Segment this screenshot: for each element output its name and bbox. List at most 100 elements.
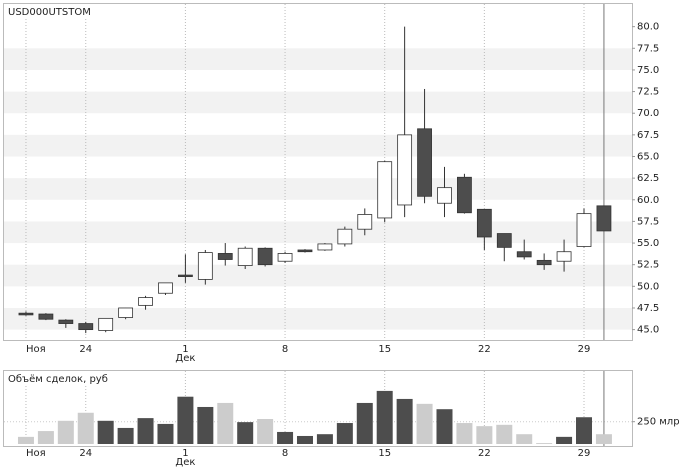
y-tick-label: 52.5 bbox=[637, 260, 659, 271]
y-tick-label: 250 млрд bbox=[637, 417, 680, 428]
candle-body bbox=[437, 187, 452, 204]
candle-body bbox=[18, 312, 34, 316]
volume-bar bbox=[396, 398, 413, 444]
candle-body bbox=[496, 233, 512, 248]
candle-body bbox=[297, 249, 313, 253]
x-month-label: Дек bbox=[175, 353, 195, 364]
panel-title: Объём сделок, руб bbox=[8, 374, 108, 385]
candle-body bbox=[417, 128, 432, 197]
volume-bar bbox=[277, 431, 294, 444]
candle-body bbox=[277, 253, 293, 262]
x-tick-label: 22 bbox=[478, 344, 491, 355]
candle-body bbox=[237, 247, 253, 266]
x-tick-label: 8 bbox=[282, 344, 288, 355]
x-tick-label: 29 bbox=[578, 448, 591, 459]
candle-body bbox=[556, 251, 572, 262]
volume-bar bbox=[296, 435, 313, 444]
grid-band bbox=[4, 91, 632, 114]
volume-bar bbox=[97, 420, 114, 444]
candle-body bbox=[138, 297, 153, 306]
volume-bar bbox=[556, 436, 573, 444]
grid-band bbox=[4, 307, 632, 330]
title-box bbox=[4, 371, 88, 386]
volume-bar bbox=[536, 443, 553, 444]
candle-body bbox=[317, 243, 333, 251]
volume-bar bbox=[117, 427, 134, 444]
y-tick-label: 62.5 bbox=[637, 173, 659, 184]
volume-bar bbox=[137, 418, 154, 444]
volume-bar bbox=[595, 434, 612, 444]
candle-body bbox=[178, 274, 193, 277]
candle-body bbox=[158, 282, 173, 294]
candle-body bbox=[78, 323, 94, 331]
y-tick-label: 60.0 bbox=[637, 195, 659, 206]
volume-bar bbox=[177, 396, 194, 444]
candle-body bbox=[257, 247, 273, 266]
x-tick-label: 8 bbox=[282, 448, 288, 459]
volume-bar bbox=[257, 419, 274, 444]
volume-bar bbox=[356, 402, 373, 444]
y-tick-label: 57.5 bbox=[637, 216, 659, 227]
grid-band bbox=[4, 48, 632, 70]
candle-body bbox=[457, 176, 472, 214]
candle-body bbox=[337, 228, 353, 245]
volume-bar bbox=[157, 423, 174, 444]
candle-body bbox=[98, 317, 114, 331]
grid-band bbox=[4, 221, 632, 244]
volume-bar bbox=[516, 434, 533, 444]
y-tick-label: 67.5 bbox=[637, 130, 659, 141]
y-tick-label: 50.0 bbox=[637, 281, 659, 292]
candle-body bbox=[58, 319, 74, 324]
x-tick-label: 24 bbox=[79, 344, 92, 355]
volume-bar bbox=[436, 409, 453, 444]
y-tick-label: 70.0 bbox=[637, 108, 659, 119]
y-tick-label: 55.0 bbox=[637, 238, 659, 249]
volume-bar bbox=[316, 434, 333, 444]
y-tick-label: 45.0 bbox=[637, 325, 659, 336]
candle-body bbox=[516, 251, 532, 258]
title-box bbox=[4, 4, 88, 19]
volume-bar bbox=[57, 420, 74, 444]
y-tick-label: 72.5 bbox=[637, 87, 659, 98]
volume-bar bbox=[336, 423, 353, 444]
candle-body bbox=[476, 208, 492, 238]
x-tick-label: 1 bbox=[182, 448, 188, 459]
grid-band bbox=[4, 264, 632, 287]
volume-bar bbox=[77, 412, 94, 444]
volume-bar bbox=[37, 431, 54, 444]
volume-bar bbox=[576, 417, 593, 444]
y-tick-label: 65.0 bbox=[637, 151, 659, 162]
y-tick-label: 77.5 bbox=[637, 43, 659, 54]
candle-body bbox=[217, 253, 233, 260]
volume-bar bbox=[237, 422, 254, 444]
candle-body bbox=[38, 313, 54, 320]
candle-body bbox=[397, 134, 413, 206]
x-tick-label: 1 bbox=[182, 344, 188, 355]
volume-bar bbox=[416, 403, 433, 444]
candle-body bbox=[596, 205, 612, 232]
candle-body bbox=[377, 161, 393, 219]
volume-bar bbox=[197, 406, 214, 444]
y-tick-label: 75.0 bbox=[637, 65, 659, 76]
volume-bar bbox=[456, 423, 473, 444]
volume-bar bbox=[376, 390, 393, 444]
x-month-label: Дек bbox=[175, 457, 195, 468]
panel-title: USD000UTSTOM bbox=[8, 7, 91, 18]
y-tick-label: 47.5 bbox=[637, 303, 659, 314]
grid-band bbox=[4, 178, 632, 200]
grid-band bbox=[4, 134, 632, 157]
x-tick-label: 15 bbox=[378, 344, 391, 355]
volume-bar bbox=[217, 402, 234, 444]
candle-body bbox=[118, 307, 134, 318]
volume-bar bbox=[17, 436, 34, 444]
x-tick-label: Ноя bbox=[26, 448, 46, 459]
candle-body bbox=[197, 252, 213, 280]
x-tick-label: Ноя bbox=[26, 344, 46, 355]
x-tick-label: 29 bbox=[578, 344, 591, 355]
volume-bar bbox=[496, 424, 513, 444]
candle-body bbox=[536, 259, 552, 266]
y-tick-label: 80.0 bbox=[637, 22, 659, 33]
candle-body bbox=[357, 214, 373, 230]
volume-bar bbox=[476, 426, 493, 444]
